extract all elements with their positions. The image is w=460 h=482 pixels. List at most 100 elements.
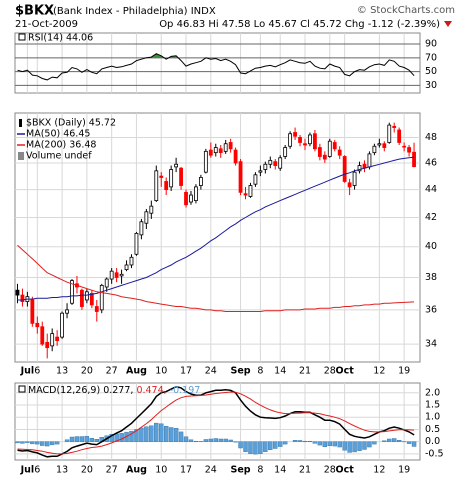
candle-body bbox=[268, 159, 273, 165]
candle-body bbox=[134, 232, 139, 255]
histogram-bar bbox=[322, 441, 328, 447]
candle-body bbox=[80, 289, 84, 307]
x-tick-label: 14 bbox=[274, 465, 286, 476]
candle-body bbox=[387, 124, 392, 143]
x-tick-label: 28 bbox=[324, 366, 336, 377]
x-tick-label: Sep bbox=[231, 465, 251, 476]
histogram-bar bbox=[347, 441, 352, 453]
candle-body bbox=[208, 149, 213, 156]
y-tick-label: 34 bbox=[425, 339, 437, 350]
candle-body bbox=[233, 149, 238, 164]
histogram-bar bbox=[188, 439, 194, 442]
candle-body bbox=[228, 142, 233, 150]
y-tick-label: 70 bbox=[425, 52, 437, 63]
histogram-bar bbox=[238, 441, 243, 449]
histogram-bar bbox=[20, 441, 25, 444]
histogram-bar bbox=[332, 441, 337, 447]
x-tick-label: 28 bbox=[324, 465, 336, 476]
histogram-bar bbox=[84, 436, 90, 442]
x-tick-label: 21 bbox=[299, 366, 311, 377]
candle-body bbox=[238, 161, 243, 193]
candle-body bbox=[84, 291, 89, 301]
histogram-bar bbox=[278, 441, 283, 447]
candle-body bbox=[253, 174, 258, 185]
candle-body bbox=[50, 333, 55, 347]
histogram-bar bbox=[382, 440, 387, 442]
histogram-bar bbox=[248, 441, 253, 454]
candle-body bbox=[20, 294, 25, 302]
candle-body bbox=[109, 270, 114, 280]
x-tick-label: 17 bbox=[180, 366, 192, 377]
candle-body bbox=[139, 221, 144, 236]
histogram-bar bbox=[173, 428, 179, 442]
candle-body bbox=[119, 273, 124, 277]
candle-body bbox=[367, 153, 372, 168]
histogram-bar bbox=[149, 425, 154, 442]
histogram-bar bbox=[342, 441, 347, 451]
histogram-bar bbox=[159, 423, 164, 442]
candle-body bbox=[327, 140, 332, 157]
histogram-bar bbox=[154, 422, 159, 442]
x-tick-label: 8 bbox=[257, 465, 263, 476]
histogram-bar bbox=[119, 433, 124, 442]
y-tick-label: 44 bbox=[425, 184, 437, 195]
down-arrow bbox=[444, 21, 452, 27]
x-tick-label: 13 bbox=[56, 366, 68, 377]
histogram-bar bbox=[327, 441, 332, 447]
candle-body bbox=[15, 289, 20, 296]
legend-label: MA(200) 36.48 bbox=[26, 140, 96, 151]
candle-body bbox=[70, 280, 74, 304]
candle-body bbox=[308, 134, 312, 145]
candle-body bbox=[189, 194, 193, 203]
histogram-bar bbox=[228, 439, 233, 442]
candle-body bbox=[337, 149, 342, 156]
candle-body bbox=[89, 293, 94, 306]
candle-body bbox=[203, 150, 208, 173]
histogram-bar bbox=[218, 438, 223, 442]
legend-label: -0.197 bbox=[170, 385, 201, 396]
y-tick-label: 30 bbox=[425, 80, 437, 91]
histogram-bar bbox=[89, 438, 95, 442]
histogram-bar bbox=[317, 441, 323, 446]
candle-body bbox=[263, 163, 268, 170]
histogram-bar bbox=[69, 436, 75, 442]
panel bbox=[14, 32, 421, 94]
x-tick-label: 17 bbox=[180, 465, 192, 476]
histogram-bar bbox=[312, 441, 318, 444]
histogram-bar bbox=[79, 436, 85, 442]
candle-body bbox=[159, 175, 164, 178]
histogram-bar bbox=[134, 429, 139, 442]
x-tick-label: Aug bbox=[126, 465, 147, 476]
candle-body bbox=[243, 193, 248, 196]
histogram-bar bbox=[178, 431, 184, 442]
histogram-bar bbox=[54, 441, 60, 445]
histogram-bar bbox=[40, 441, 45, 446]
candle-body bbox=[30, 299, 35, 324]
histogram-bar bbox=[263, 441, 268, 452]
date: 21-Oct-2009 bbox=[15, 19, 78, 30]
candle-body bbox=[149, 205, 154, 214]
title-icon bbox=[18, 385, 26, 393]
x-tick-label: 6 bbox=[34, 465, 40, 476]
moving-average bbox=[17, 156, 415, 301]
candle-body bbox=[99, 284, 104, 311]
legend-candle-icon bbox=[19, 119, 22, 127]
histogram-bar bbox=[144, 426, 149, 442]
x-tick-label: 10 bbox=[155, 366, 167, 377]
legend-label: 0.277, bbox=[103, 385, 133, 396]
candle-body bbox=[407, 147, 411, 153]
candle-body bbox=[278, 157, 283, 169]
candle-body bbox=[298, 137, 302, 143]
y-tick-label: 2.0 bbox=[425, 387, 440, 398]
candle-body bbox=[382, 143, 387, 148]
candle-body bbox=[342, 156, 347, 182]
candle-body bbox=[402, 145, 407, 148]
index-name: (Bank Index - Philadelphia) INDX bbox=[53, 6, 216, 17]
candle-body bbox=[293, 132, 297, 137]
macd-line bbox=[17, 391, 415, 455]
histogram-bar bbox=[406, 441, 412, 444]
y-tick-label: 1.0 bbox=[425, 412, 440, 423]
plot-area bbox=[15, 383, 420, 460]
x-tick-label: 14 bbox=[274, 366, 286, 377]
candle-body bbox=[45, 341, 50, 349]
